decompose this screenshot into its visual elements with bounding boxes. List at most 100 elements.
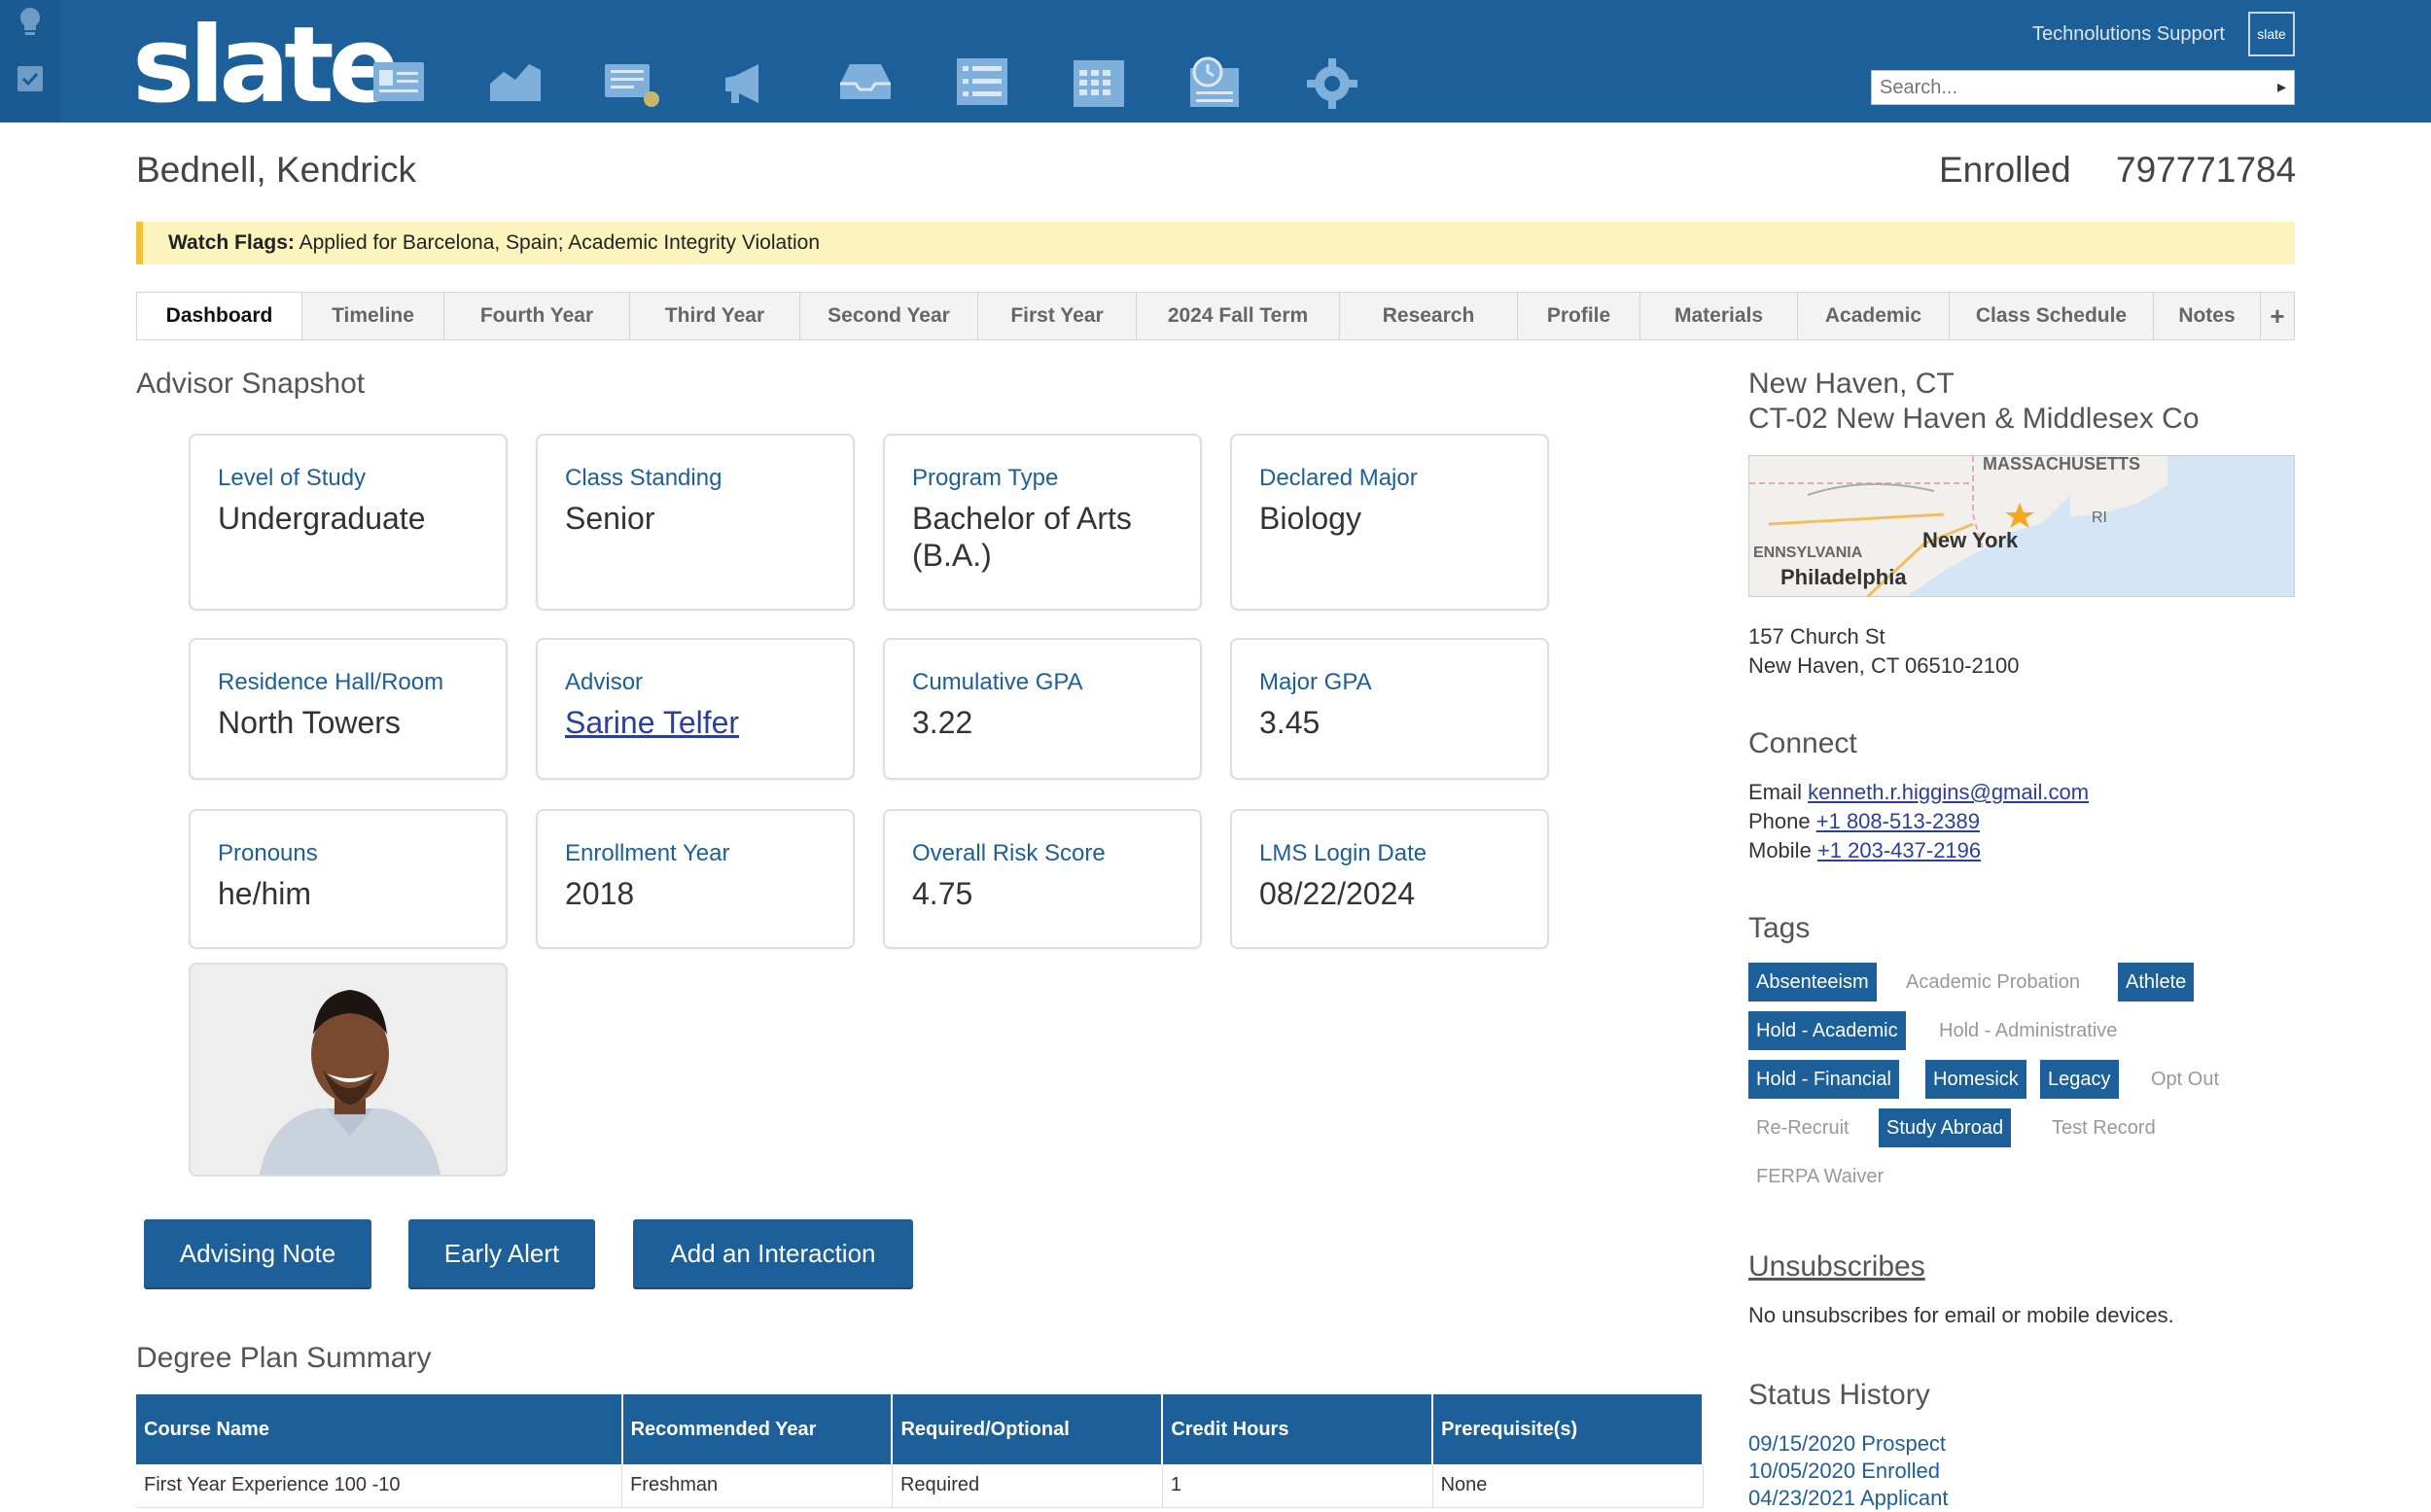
tab-research[interactable]: Research: [1340, 293, 1518, 339]
record-tabs: Dashboard Timeline Fourth Year Third Yea…: [136, 292, 2295, 340]
calendar-icon[interactable]: [1070, 54, 1128, 113]
tag-absenteeism[interactable]: Absenteeism: [1748, 963, 1877, 1002]
map-label-pennsylvania: ENNSYLVANIA: [1753, 545, 1863, 561]
slate-logo[interactable]: slate: [132, 5, 400, 126]
card-label: Program Type: [912, 465, 1059, 491]
card-value: 08/22/2024: [1259, 876, 1416, 911]
map-label-ri: RI: [2092, 510, 2107, 526]
card-value: Biology: [1259, 501, 1361, 536]
watch-flags-text: Applied for Barcelona, Spain; Academic I…: [299, 231, 821, 254]
watch-flags-label: Watch Flags:: [168, 231, 295, 254]
dashboard-chart-icon[interactable]: [486, 54, 545, 113]
inbox-icon[interactable]: [603, 54, 661, 113]
card-level-of-study: Level of Study Undergraduate: [189, 434, 508, 611]
advisor-snapshot-title: Advisor Snapshot: [136, 368, 366, 400]
card-value: 4.75: [912, 876, 973, 911]
tab-third-year[interactable]: Third Year: [630, 293, 800, 339]
tag-academic-probation[interactable]: Academic Probation: [1906, 971, 2080, 993]
card-value: Undergraduate: [218, 501, 426, 536]
tab-dashboard[interactable]: Dashboard: [137, 293, 302, 339]
card-value: North Towers: [218, 705, 401, 740]
card-residence-hall: Residence Hall/Room North Towers: [189, 638, 508, 780]
tag-opt-out[interactable]: Opt Out: [2151, 1069, 2220, 1090]
status-history-item[interactable]: 10/05/2020 Enrolled: [1748, 1459, 1940, 1483]
col-course-name[interactable]: Course Name: [136, 1394, 623, 1464]
deliver-tray-icon[interactable]: [836, 54, 895, 113]
tab-notes[interactable]: Notes: [2154, 293, 2261, 339]
tag-legacy[interactable]: Legacy: [2040, 1060, 2119, 1099]
tab-profile[interactable]: Profile: [1518, 293, 1640, 339]
connect-phone-row: Phone +1 808-513-2389: [1748, 807, 1980, 836]
unsubscribes-title[interactable]: Unsubscribes: [1748, 1250, 1925, 1283]
card-label: Overall Risk Score: [912, 840, 1106, 866]
settings-gear-icon[interactable]: [1303, 54, 1361, 113]
tag-athlete[interactable]: Athlete: [2118, 963, 2195, 1002]
card-overall-risk-score: Overall Risk Score 4.75: [883, 809, 1202, 949]
tag-re-recruit[interactable]: Re-Recruit: [1756, 1117, 1850, 1139]
address-line-1: 157 Church St: [1748, 624, 1885, 649]
campaign-megaphone-icon[interactable]: [720, 54, 778, 113]
card-cumulative-gpa: Cumulative GPA 3.22: [883, 638, 1202, 780]
technolutions-support-link[interactable]: Technolutions Support: [2032, 23, 2225, 45]
location-map[interactable]: MASSACHUSETTS RI ENNSYLVANIA New York Ph…: [1748, 455, 2295, 597]
tag-homesick[interactable]: Homesick: [1925, 1060, 2026, 1099]
tab-materials[interactable]: Materials: [1640, 293, 1798, 339]
phone-link[interactable]: +1 808-513-2389: [1815, 809, 1980, 833]
slate-badge-icon[interactable]: slate: [2248, 12, 2295, 56]
checklist-icon[interactable]: [16, 64, 45, 93]
search-input[interactable]: [1872, 71, 2261, 104]
tab-class-schedule[interactable]: Class Schedule: [1950, 293, 2154, 339]
card-advisor: Advisor Sarine Telfer: [536, 638, 855, 780]
col-credit-hours[interactable]: Credit Hours: [1162, 1394, 1434, 1464]
tab-first-year[interactable]: First Year: [978, 293, 1137, 339]
lightbulb-icon[interactable]: [16, 6, 45, 35]
location-city: New Haven, CT: [1748, 368, 1955, 400]
card-label: Cumulative GPA: [912, 669, 1083, 695]
add-tab-button[interactable]: +: [2270, 301, 2285, 331]
advising-note-button[interactable]: Advising Note: [144, 1219, 371, 1287]
table-row[interactable]: First Year Experience 100 -10 Freshman R…: [136, 1464, 1704, 1508]
status-history-item[interactable]: 09/15/2020 Prospect: [1748, 1431, 1947, 1456]
tag-hold-administrative[interactable]: Hold - Administrative: [1939, 1020, 2118, 1041]
tag-ferpa-waiver[interactable]: FERPA Waiver: [1756, 1166, 1885, 1187]
card-value: he/him: [218, 876, 312, 911]
tab-second-year[interactable]: Second Year: [800, 293, 978, 339]
col-required-optional[interactable]: Required/Optional: [892, 1394, 1164, 1464]
list-icon[interactable]: [953, 54, 1011, 113]
add-interaction-button[interactable]: Add an Interaction: [633, 1219, 913, 1287]
location-district: CT-02 New Haven & Middlesex Co: [1748, 403, 2200, 435]
tags-title: Tags: [1748, 912, 1811, 944]
card-label: Declared Major: [1259, 465, 1418, 491]
advisor-link[interactable]: Sarine Telfer: [565, 705, 740, 740]
map-label-new-york: New York: [1922, 528, 2019, 552]
schedule-clock-icon[interactable]: [1186, 54, 1245, 113]
tag-hold-academic[interactable]: Hold - Academic: [1748, 1011, 1906, 1050]
col-prerequisites[interactable]: Prerequisite(s): [1432, 1394, 1704, 1464]
tab-2024-fall-term[interactable]: 2024 Fall Term: [1137, 293, 1340, 339]
table-cell: Required: [892, 1464, 1163, 1508]
tab-fourth-year[interactable]: Fourth Year: [444, 293, 630, 339]
card-value: Bachelor of Arts (B.A.): [912, 501, 1132, 573]
email-link[interactable]: kenneth.r.higgins@gmail.com: [1808, 780, 2090, 804]
person-name: Bednell, Kendrick: [136, 150, 416, 190]
directory-icon[interactable]: [370, 54, 428, 113]
card-label: LMS Login Date: [1259, 840, 1427, 866]
address-line-2: New Haven, CT 06510-2100: [1748, 653, 2020, 678]
status-history-item[interactable]: 04/23/2021 Applicant: [1748, 1486, 1949, 1510]
top-navigation-bar: slate Technolutions Support slate: [0, 0, 2431, 123]
col-recommended-year[interactable]: Recommended Year: [621, 1394, 894, 1464]
tag-hold-financial[interactable]: Hold - Financial: [1748, 1060, 1899, 1099]
search-go-icon[interactable]: ▸: [2276, 77, 2286, 96]
tag-study-abroad[interactable]: Study Abroad: [1879, 1108, 2012, 1147]
early-alert-button[interactable]: Early Alert: [408, 1219, 595, 1287]
tab-timeline[interactable]: Timeline: [302, 293, 444, 339]
connect-email-row: Email kenneth.r.higgins@gmail.com: [1748, 778, 2089, 807]
card-declared-major: Declared Major Biology: [1230, 434, 1549, 611]
student-id: 797771784: [2116, 150, 2297, 190]
tab-academic[interactable]: Academic: [1798, 293, 1950, 339]
unsubscribes-text: No unsubscribes for email or mobile devi…: [1748, 1303, 2174, 1327]
search-box: ▸: [1871, 70, 2295, 105]
mobile-link[interactable]: +1 203-437-2196: [1816, 838, 1982, 862]
card-value: 3.22: [912, 705, 973, 740]
tag-test-record[interactable]: Test Record: [2052, 1117, 2156, 1139]
